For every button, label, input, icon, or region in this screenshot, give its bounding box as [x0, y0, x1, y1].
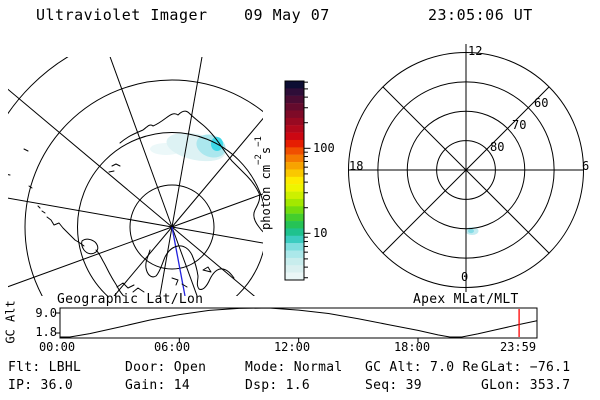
strip-ytick-bottom: 1.8 [35, 325, 57, 339]
orbit-curve [60, 307, 538, 338]
status-dsp: Dsp: 1.6 [245, 378, 311, 393]
coastline-islets [8, 148, 121, 214]
geographic-map [8, 57, 263, 296]
unit-sup-2: −1 [254, 136, 265, 147]
status-glat: GLat: −76.1 [481, 360, 571, 375]
status-ip: IP: 36.0 [8, 378, 74, 393]
unit-text-1: photon cm [259, 164, 274, 230]
right-panel-title: Apex MLat/MLT [413, 292, 519, 307]
strip-xtick-0600: 06:00 [153, 340, 191, 354]
chart-frame [59, 307, 538, 339]
colorbar-tick-100: 100 [313, 141, 335, 155]
mlt-label-18: 18 [349, 159, 364, 173]
status-seq: Seq: 39 [365, 378, 422, 393]
dial-grid [348, 44, 584, 292]
map-grid [8, 57, 263, 296]
header-date: 09 May 07 [244, 6, 330, 24]
app-title: Ultraviolet Imager [36, 6, 208, 24]
coastline-bays [145, 245, 235, 290]
status-gcalt: GC Alt: 7.0 Re [365, 360, 479, 375]
coastline-peninsula-blob [81, 238, 99, 255]
status-mode: Mode: Normal [245, 360, 343, 375]
chart-axis-ticks [56, 312, 419, 342]
apex-dial [348, 44, 584, 292]
mlt-label-0: 0 [461, 270, 469, 284]
coastline-bottom-squiggles [116, 277, 188, 293]
strip-xtick-1800: 18:00 [393, 340, 431, 354]
status-flt: Flt: LBHL [8, 360, 82, 375]
status-glon: GLon: 353.7 [481, 378, 571, 393]
left-panel-title: Geographic Lat/Lon [57, 292, 204, 307]
coastline-island [202, 266, 212, 273]
mlt-label-6: 6 [582, 159, 590, 173]
mlt-label-12: 12 [468, 44, 483, 58]
colorbar-bands [284, 80, 305, 281]
colorbar [284, 80, 311, 281]
coastline-main [119, 110, 263, 233]
header-time: 23:05:06 UT [428, 6, 533, 24]
colorbar-unit-label: photon cm−2s−1 [254, 136, 274, 230]
strip-xtick-1200: 12:00 [273, 340, 311, 354]
mlat-ring-label-80: 80 [490, 140, 505, 154]
status-door: Door: Open [125, 360, 207, 375]
strip-ytick-top: 9.0 [35, 306, 57, 320]
mlat-ring-label-70: 70 [512, 118, 527, 132]
coastline [8, 110, 263, 296]
strip-ylabel: GC Alt [3, 300, 18, 344]
spacecraft-track-line [171, 226, 186, 296]
mlat-ring-label-60: 60 [534, 96, 549, 110]
strip-xtick-2359: 23:59 [499, 340, 537, 354]
coastline-peninsula-south [95, 249, 125, 296]
status-gain: Gain: 14 [125, 378, 191, 393]
spot-core [468, 228, 474, 234]
unit-sup-1: −2 [254, 154, 265, 165]
colorbar-tick-10: 10 [313, 226, 328, 240]
gc-alt-chart [56, 307, 538, 342]
coastline-peninsula [46, 216, 85, 247]
colorbar-ticks [304, 81, 311, 279]
strip-xtick-0000: 00:00 [38, 340, 76, 354]
